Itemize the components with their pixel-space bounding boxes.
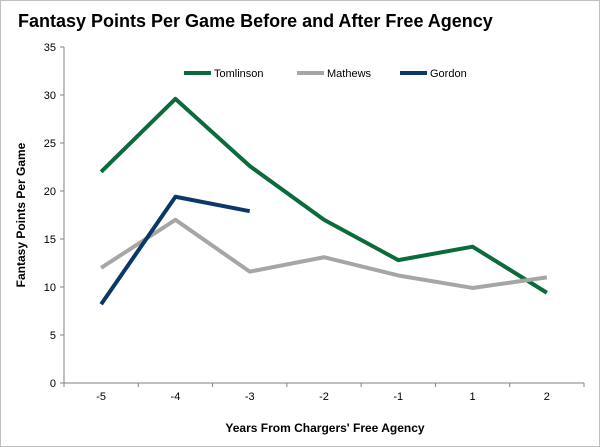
y-tick-label: 35	[44, 42, 56, 54]
chart-title: Fantasy Points Per Game Before and After…	[18, 11, 493, 31]
y-axis-label: Fantasy Points Per Game	[14, 142, 28, 287]
series-line-tomlinson	[99, 96, 548, 295]
x-tick-label: -1	[393, 391, 403, 403]
x-tick-label: -5	[96, 391, 106, 403]
series-line-gordon	[99, 194, 251, 306]
x-axis-label: Years From Chargers' Free Agency	[225, 421, 424, 435]
series-layer	[99, 96, 548, 306]
x-tick-label: 2	[544, 391, 550, 403]
y-tick-label: 25	[44, 138, 56, 150]
legend-label-mathews: Mathews	[327, 68, 372, 80]
x-tick-label: -2	[319, 391, 329, 403]
axes: 0 5 10 15 20 25 30 35 -5 -4 -3 -2 -1 1 2	[44, 42, 585, 403]
x-tick-label: -3	[245, 391, 255, 403]
y-tick-label: 0	[50, 378, 56, 390]
series-line-mathews	[100, 217, 548, 290]
y-tick-label: 10	[44, 282, 56, 294]
y-tick-label: 30	[44, 90, 56, 102]
legend-label-gordon: Gordon	[430, 68, 467, 80]
x-tick-label: 1	[470, 391, 476, 403]
y-tick-label: 20	[44, 186, 56, 198]
y-tick-label: 15	[44, 234, 56, 246]
y-tick-label: 5	[50, 330, 56, 342]
legend-label-tomlinson: Tomlinson	[214, 68, 264, 80]
x-tick-label: -4	[171, 391, 181, 403]
legend: Tomlinson Mathews Gordon	[184, 68, 467, 80]
